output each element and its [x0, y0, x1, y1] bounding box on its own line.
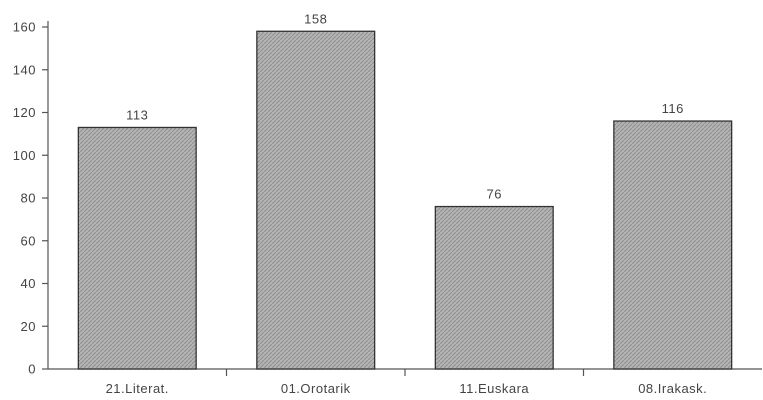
data-labels: 113 158 76 116	[126, 11, 684, 202]
y-axis: 0 20 40 60 80 100 120 140 160	[13, 20, 49, 377]
y-tick-label: 60	[21, 233, 36, 248]
x-category-label: 21.Literat.	[106, 381, 169, 396]
bar	[77, 126, 197, 370]
bar	[256, 30, 376, 370]
y-tick-label: 40	[21, 276, 36, 291]
bars	[77, 30, 733, 370]
bar	[434, 205, 554, 370]
y-tick-label: 120	[13, 105, 36, 120]
y-tick-label: 80	[21, 191, 36, 206]
x-axis: 21.Literat. 01.Orotarik 11.Euskara 08.Iraka…	[48, 368, 762, 396]
y-tick-label: 160	[13, 20, 36, 35]
x-category-label: 08.Irakask.	[638, 381, 707, 396]
x-category-label: 11.Euskara	[459, 381, 529, 396]
bar-value-label: 113	[126, 107, 148, 122]
bar-value-label: 116	[662, 101, 684, 116]
y-tick-label: 0	[28, 362, 36, 377]
x-category-label: 01.Orotarik	[281, 381, 351, 396]
bar	[613, 120, 733, 370]
y-tick-label: 20	[21, 319, 36, 334]
y-tick-label: 100	[13, 148, 36, 163]
bar-value-label: 158	[304, 11, 327, 26]
y-tick-label: 140	[13, 62, 36, 77]
bar-value-label: 76	[487, 187, 502, 202]
